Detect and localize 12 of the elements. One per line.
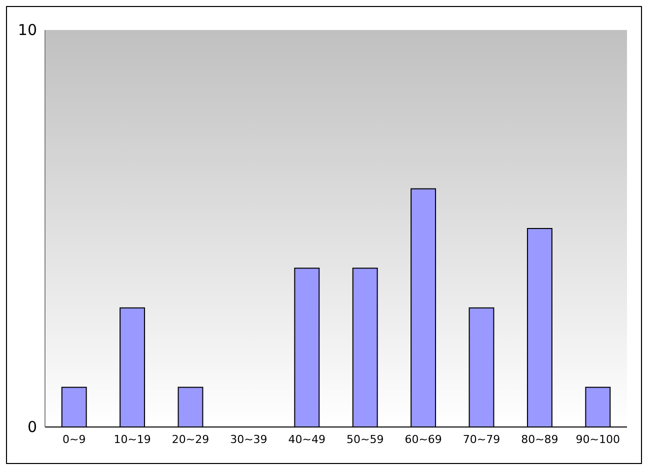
x-tick-label: 20~29 <box>172 432 210 446</box>
x-tick-label: 10~19 <box>114 432 151 446</box>
x-tick-label: 60~69 <box>404 432 442 446</box>
x-tick-label: 0~9 <box>62 432 86 446</box>
y-tick-label: 0 <box>27 418 37 436</box>
y-tick-label: 10 <box>18 20 37 39</box>
x-tick-label: 70~79 <box>462 432 500 446</box>
x-tick-label: 40~49 <box>288 432 326 446</box>
x-tick-label: 80~89 <box>521 432 558 446</box>
x-tick-label: 30~39 <box>230 432 268 446</box>
x-tick-label: 50~59 <box>346 432 384 446</box>
x-tick-label: 90~100 <box>576 432 620 446</box>
